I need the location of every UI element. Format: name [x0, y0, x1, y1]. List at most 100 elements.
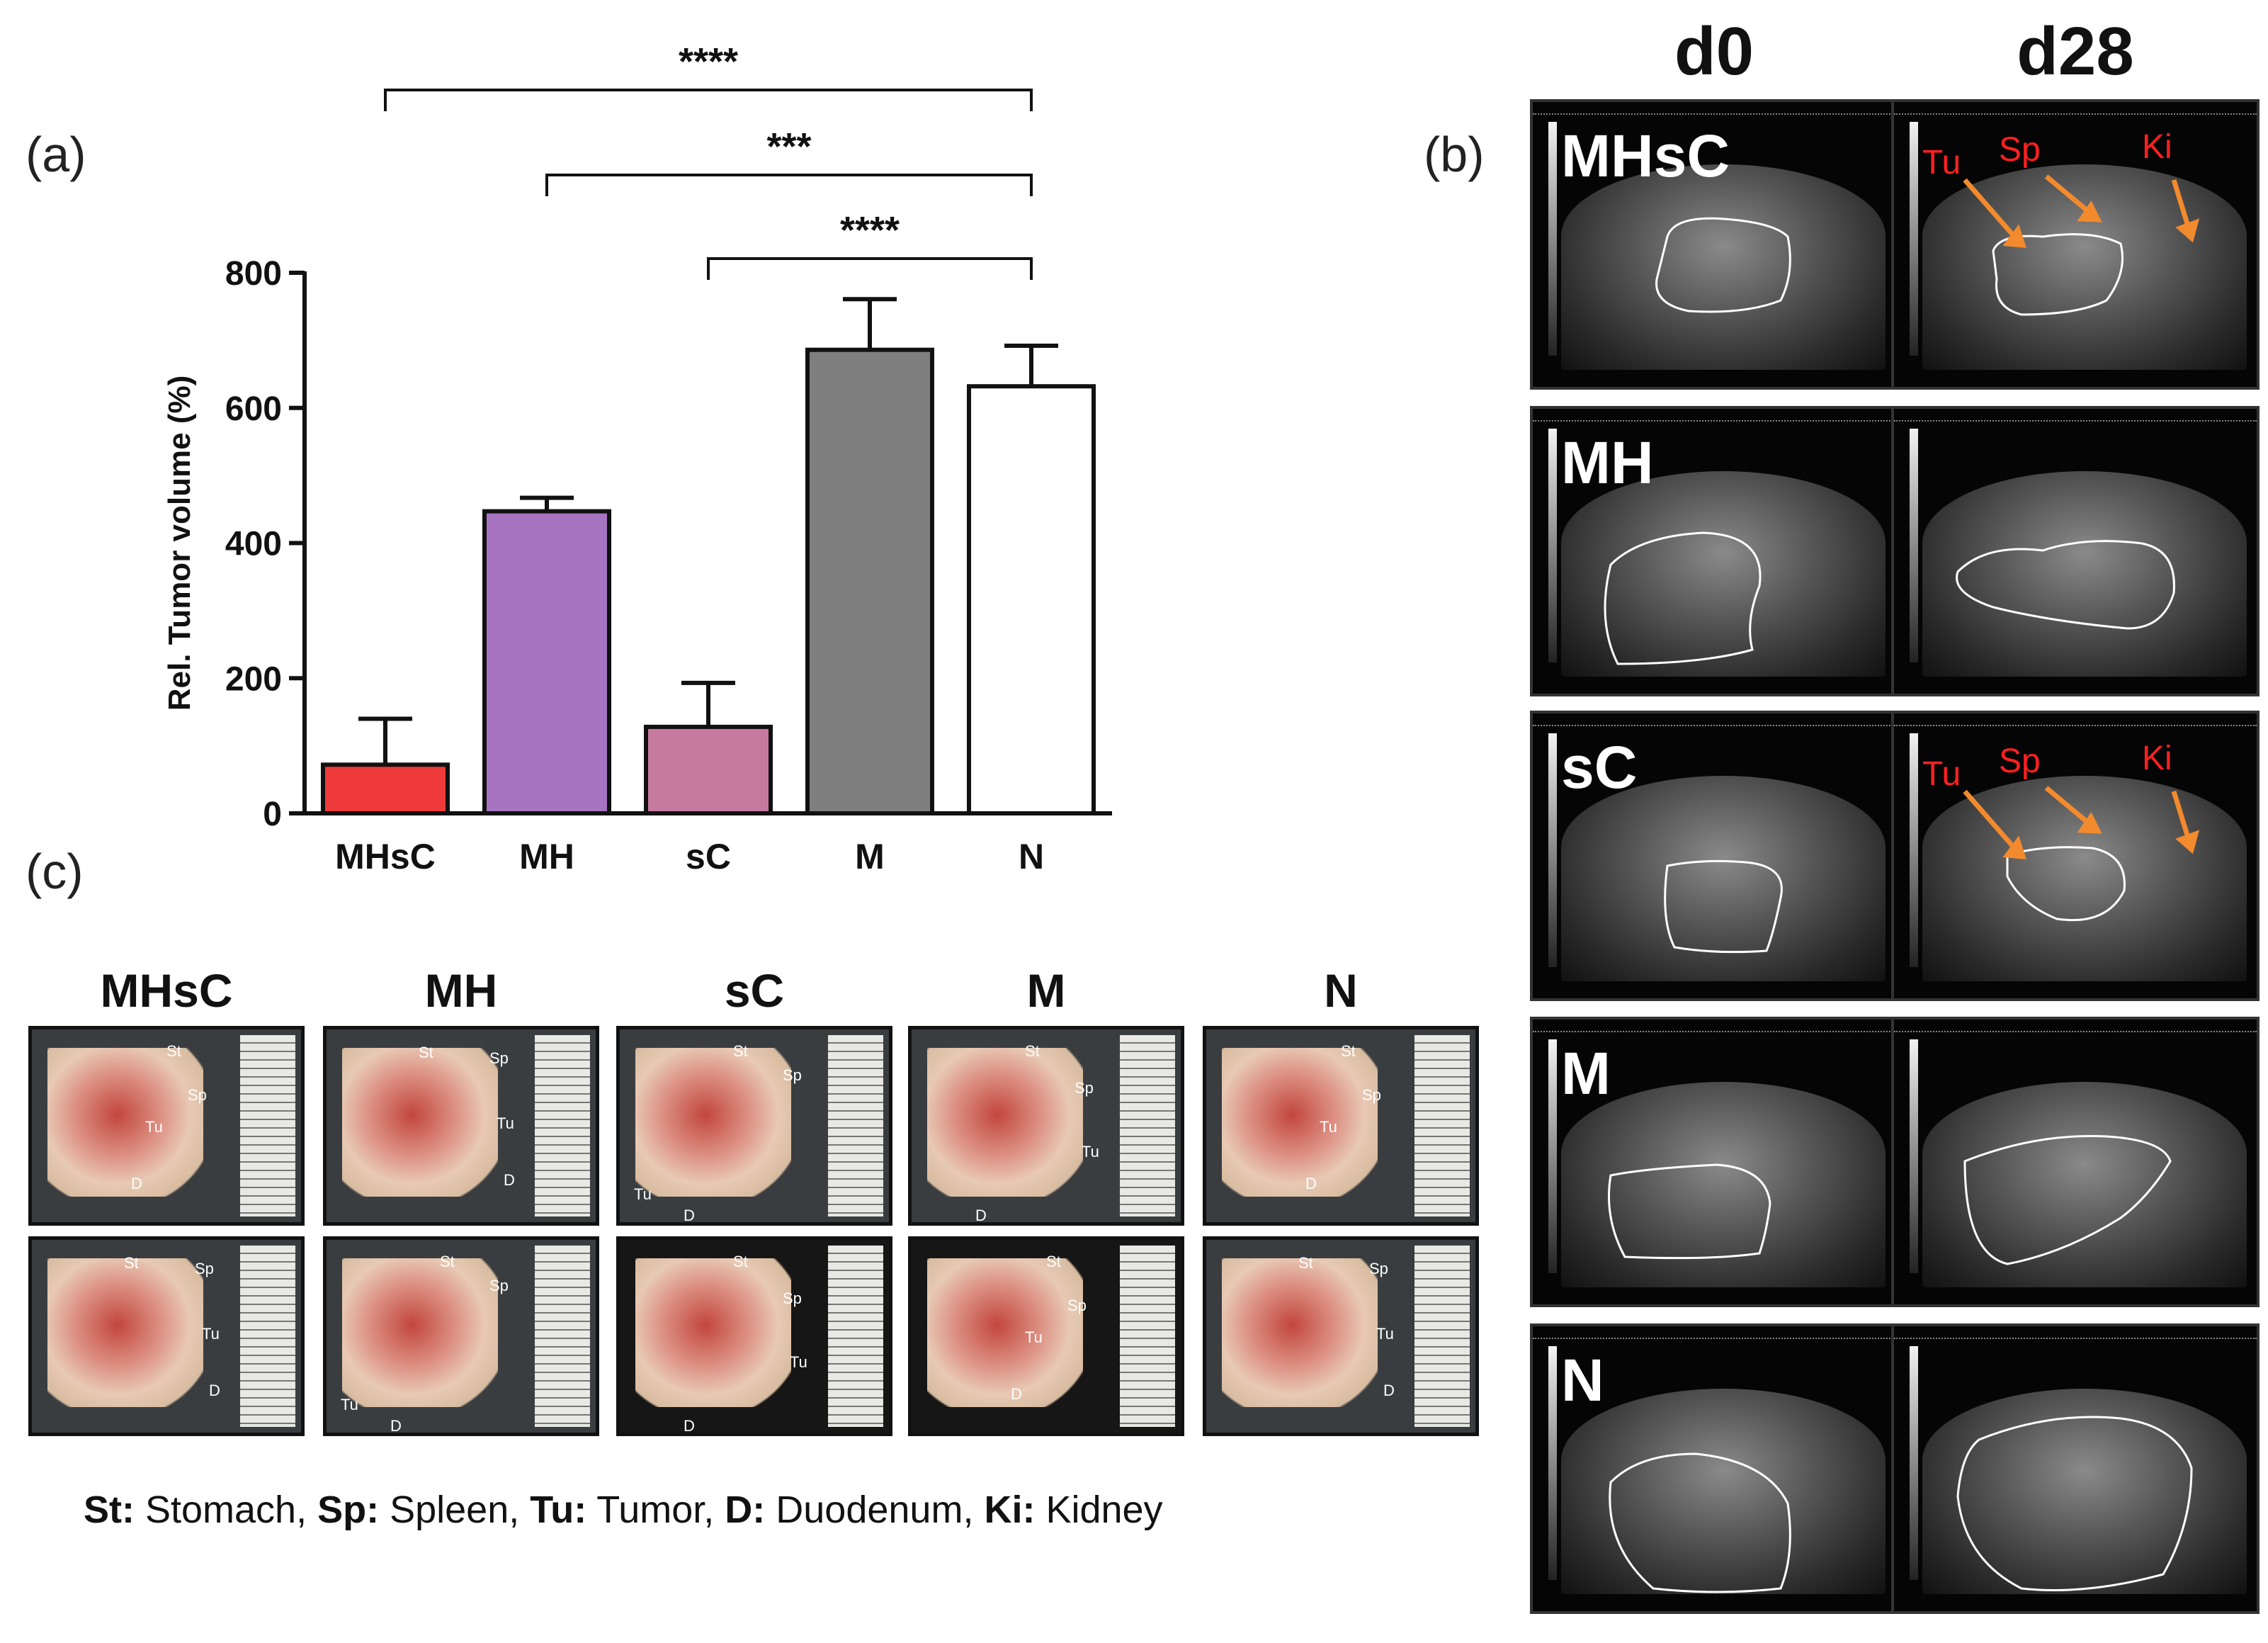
organ-label-sp: Sp — [188, 1086, 207, 1104]
group-label-N: N — [1561, 1347, 1604, 1413]
specimen-organ — [342, 1258, 498, 1407]
organ-label-d: D — [1011, 1385, 1022, 1403]
ultrasound-image-MH-d28 — [1891, 406, 2260, 696]
organ-label-st: St — [166, 1042, 181, 1060]
tumor-outline — [2006, 846, 2126, 922]
organ-label-sp: Sp — [783, 1066, 802, 1084]
tumor-outline — [1956, 1416, 2193, 1591]
legend-name-tu: Tumor, — [586, 1489, 725, 1531]
bar-MHsC — [321, 762, 450, 815]
organ-label-d: D — [1305, 1175, 1317, 1192]
specimen-organ — [927, 1048, 1083, 1197]
ruler — [535, 1035, 590, 1216]
scale-ticks — [1894, 414, 2257, 422]
specimen-photo-M-2: St Sp Tu D — [908, 1236, 1184, 1436]
legend-name-st: Stomach, — [134, 1489, 318, 1531]
ultrasound-field — [1561, 776, 1886, 981]
specimen-photo-N-2: St Sp Tu D — [1203, 1236, 1479, 1436]
ruler — [828, 1246, 883, 1427]
specimen-photo-sC-2: St Sp Tu D — [616, 1236, 892, 1436]
group-label-M: M — [1561, 1040, 1611, 1107]
gray-scale-bar — [1548, 1039, 1557, 1273]
specimen-photo-MH-2: St Sp Tu D — [323, 1236, 599, 1436]
organ-label-d: D — [1383, 1382, 1395, 1399]
organ-label-sp: Sp — [195, 1260, 214, 1277]
organ-label-tu: Tu — [1376, 1325, 1394, 1343]
tumor-outline — [1655, 217, 1791, 313]
specimen-organ — [342, 1048, 498, 1197]
organ-label-d: D — [131, 1175, 142, 1192]
ultrasound-field — [1922, 164, 2247, 370]
bar-M — [805, 347, 934, 816]
annotation-tu-MHsC: Tu — [1922, 144, 1961, 181]
annotation-ki-MHsC: Ki — [2142, 128, 2172, 166]
ruler — [828, 1035, 883, 1216]
ultrasound-image-M-d28 — [1891, 1017, 2260, 1307]
specimen-group-title-MH: MH — [424, 964, 498, 1017]
significance-label-sC: **** — [840, 209, 900, 252]
significance-bracket-MH — [545, 174, 1033, 196]
organ-label-st: St — [440, 1253, 455, 1270]
organ-label-d: D — [975, 1207, 987, 1224]
organ-label-tu: Tu — [634, 1185, 652, 1203]
column-title-d28: d28 — [2017, 13, 2134, 89]
scale-ticks — [1894, 108, 2257, 115]
tumor-outline — [1963, 1134, 2172, 1265]
annotation-arrows — [1963, 786, 2200, 859]
ultrasound-field — [1922, 1082, 2247, 1287]
scale-ticks — [1533, 414, 1895, 422]
specimen-photo-sC-1: St Sp Tu D — [616, 1026, 892, 1226]
organ-label-sp: Sp — [489, 1049, 509, 1067]
ultrasound-image-MH-d0: MH — [1530, 406, 1898, 696]
organ-label-st: St — [1046, 1253, 1061, 1270]
y-tick-label-3: 600 — [225, 390, 282, 428]
specimen-organ — [1222, 1258, 1378, 1407]
ultrasound-field — [1561, 1389, 1886, 1594]
ultrasound-field — [1922, 471, 2247, 677]
organ-label-d: D — [684, 1207, 695, 1224]
tumor-outline — [1609, 1452, 1791, 1593]
legend-name-ki: Kidney — [1035, 1489, 1163, 1531]
organ-label-sp: Sp — [489, 1277, 509, 1294]
tumor-outline — [1664, 859, 1783, 954]
gray-scale-bar — [1910, 1346, 1918, 1580]
specimen-organ — [47, 1258, 203, 1407]
ultrasound-image-N-d0: N — [1530, 1323, 1898, 1614]
organ-label-tu: Tu — [790, 1353, 807, 1371]
ultrasound-image-M-d0: M — [1530, 1017, 1898, 1307]
tumor-outline — [1604, 531, 1762, 665]
panel-label-c: (c) — [25, 844, 84, 899]
organ-label-d: D — [209, 1382, 220, 1399]
abbreviation-legend: St: Stomach, Sp: Spleen, Tu: Tumor, D: D… — [84, 1488, 1163, 1532]
specimen-organ — [635, 1048, 791, 1197]
significance-label-MHsC: **** — [679, 40, 738, 83]
y-tick-label-4: 800 — [225, 255, 282, 293]
tumor-outline — [1608, 1163, 1771, 1260]
annotation-sp-MHsC: Sp — [1999, 131, 2041, 169]
scale-ticks — [1533, 1332, 1895, 1339]
organ-label-st: St — [733, 1042, 748, 1060]
legend-name-sp: Spleen, — [379, 1489, 531, 1531]
bar-N — [967, 384, 1096, 815]
ultrasound-field — [1922, 1389, 2247, 1594]
legend-name-d: Duodenum, — [765, 1489, 985, 1531]
organ-label-tu: Tu — [1025, 1328, 1043, 1346]
scale-ticks — [1894, 1332, 2257, 1339]
specimen-organ — [927, 1258, 1083, 1407]
scale-ticks — [1533, 719, 1895, 726]
y-tick-label-2: 400 — [225, 526, 282, 563]
y-axis-label: Rel. Tumor volume (%) — [162, 376, 197, 711]
legend-abbr-ki: Ki: — [984, 1489, 1036, 1531]
specimen-group-title-M: M — [1026, 964, 1066, 1017]
specimen-photo-MHsC-1: St Sp Tu D — [28, 1026, 305, 1226]
y-tick-label-0: 0 — [263, 796, 282, 833]
specimen-photo-MHsC-2: St Sp Tu D — [28, 1236, 305, 1436]
significance-bracket-sC — [707, 257, 1033, 280]
group-label-MHsC: MHsC — [1561, 123, 1730, 189]
ultrasound-image-MHsC-d28: Tu Sp Ki — [1891, 99, 2260, 390]
gray-scale-bar — [1548, 429, 1557, 662]
tumor-outline — [1992, 233, 2124, 316]
scale-ticks — [1894, 719, 2257, 726]
x-tick-label-MH: MH — [519, 837, 574, 876]
ultrasound-image-MHsC-d0: MHsC — [1530, 99, 1898, 390]
